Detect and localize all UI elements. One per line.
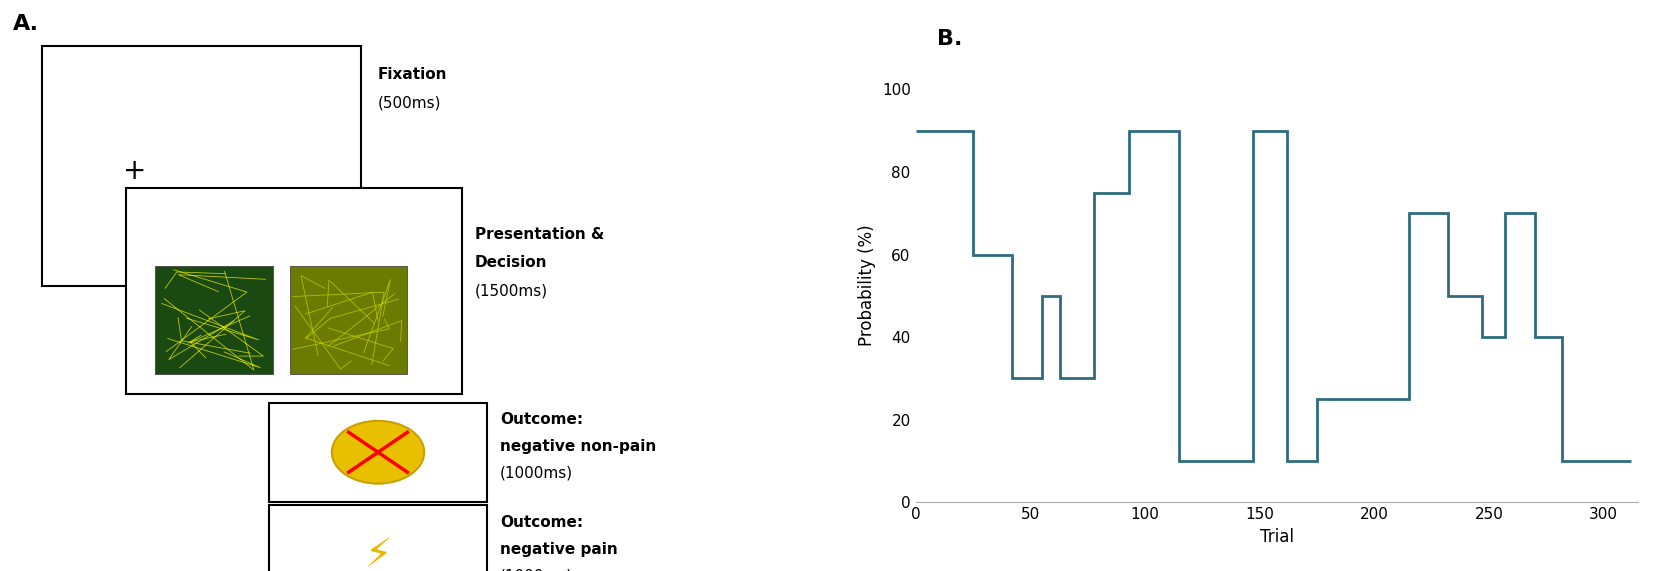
- Text: negative pain: negative pain: [501, 542, 618, 557]
- Text: +: +: [123, 157, 146, 186]
- Text: A.: A.: [13, 14, 39, 34]
- FancyBboxPatch shape: [291, 266, 408, 374]
- Y-axis label: Probability (%): Probability (%): [858, 224, 877, 347]
- Text: Decision: Decision: [475, 255, 548, 270]
- Text: Outcome:: Outcome:: [501, 412, 583, 427]
- FancyBboxPatch shape: [126, 188, 462, 394]
- Text: Fixation: Fixation: [378, 67, 447, 82]
- FancyBboxPatch shape: [42, 46, 361, 286]
- Text: (1500ms): (1500ms): [475, 284, 548, 299]
- FancyBboxPatch shape: [269, 403, 487, 502]
- FancyBboxPatch shape: [269, 505, 487, 571]
- Text: ⚡: ⚡: [365, 536, 391, 571]
- X-axis label: Trial: Trial: [1260, 528, 1294, 546]
- Text: Outcome:: Outcome:: [501, 515, 583, 530]
- Text: Presentation &: Presentation &: [475, 227, 603, 242]
- Text: (1000ms): (1000ms): [501, 465, 573, 480]
- Circle shape: [331, 421, 423, 484]
- Text: (1000ms): (1000ms): [501, 568, 573, 571]
- Text: B.: B.: [937, 29, 963, 49]
- Text: negative non-pain: negative non-pain: [501, 439, 657, 454]
- Text: (500ms): (500ms): [378, 95, 442, 110]
- FancyBboxPatch shape: [156, 266, 272, 374]
